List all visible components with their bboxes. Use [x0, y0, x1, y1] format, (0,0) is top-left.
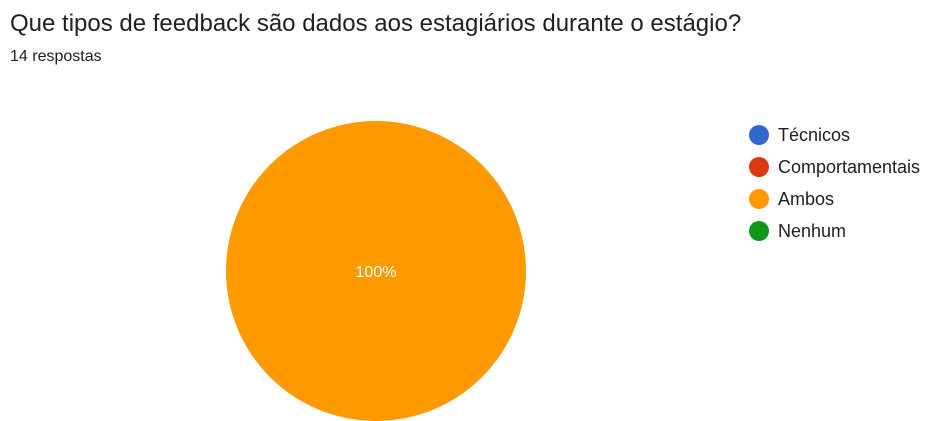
chart-title: Que tipos de feedback são dados aos esta…: [10, 10, 742, 37]
pie-slice-label: 100%: [356, 264, 397, 281]
legend-swatch: [749, 221, 769, 241]
legend-swatch: [749, 157, 769, 177]
legend-swatch: [749, 189, 769, 209]
legend-item: Técnicos: [749, 119, 920, 151]
legend-item: Nenhum: [749, 215, 920, 247]
legend-label: Nenhum: [778, 220, 847, 241]
legend-item: Comportamentais: [749, 151, 920, 183]
chart-legend: Técnicos Comportamentais Ambos Nenhum: [749, 119, 920, 247]
response-count: 14 respostas: [10, 48, 102, 65]
pie-slice-ambos: [226, 121, 526, 421]
legend-item: Ambos: [749, 183, 920, 215]
legend-swatch: [749, 125, 769, 145]
legend-label: Ambos: [778, 188, 835, 209]
legend-label: Comportamentais: [778, 156, 921, 177]
legend-label: Técnicos: [778, 124, 851, 145]
